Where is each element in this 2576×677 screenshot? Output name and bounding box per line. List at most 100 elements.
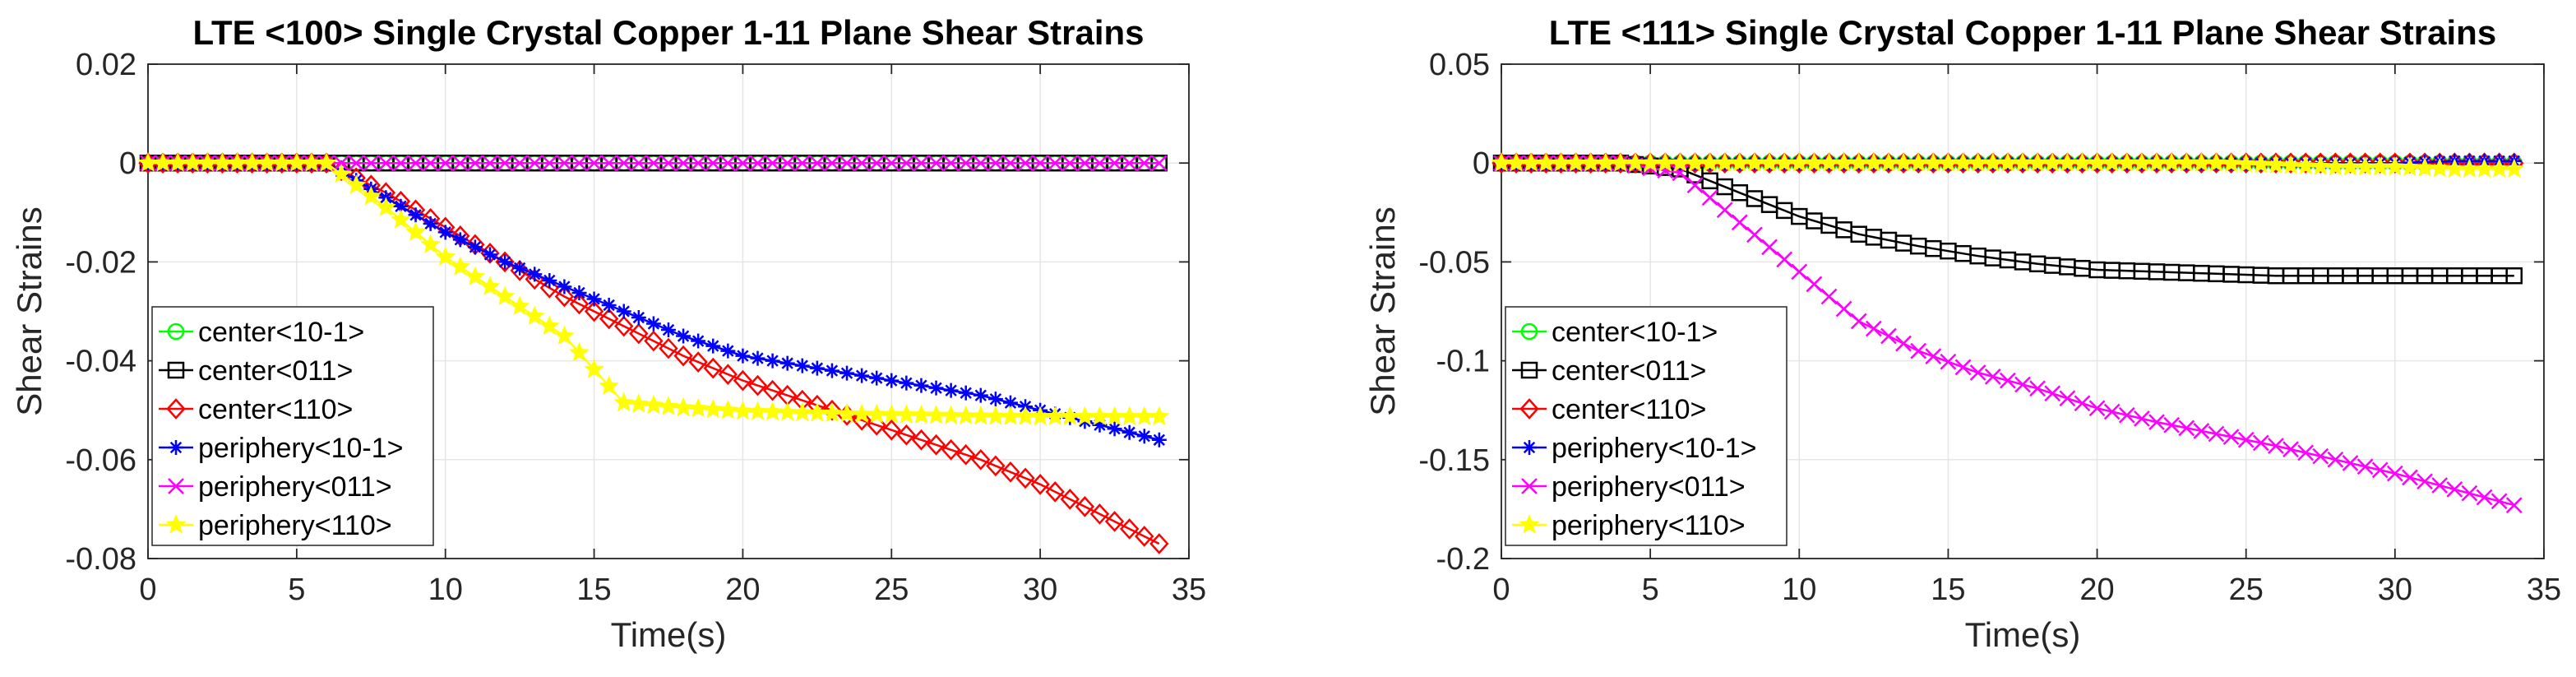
legend: center<10-1> center<011> center<110> periph… (151, 306, 434, 546)
data-point (2461, 485, 2478, 502)
y-tick-label: -0.1 (1436, 345, 1490, 379)
data-point (527, 267, 543, 282)
data-point (2504, 158, 2525, 178)
x-tick-label: 30 (2378, 573, 2412, 607)
data-point (1746, 226, 1763, 243)
data-point (926, 434, 946, 456)
data-point (1107, 421, 1122, 437)
legend-entry: center<10-1> (198, 317, 364, 348)
data-point (467, 239, 483, 255)
data-point (747, 374, 768, 396)
chart-title: LTE <111> Single Crystal Copper 1-11 Pla… (1549, 13, 2496, 52)
data-point (927, 155, 945, 172)
series-periphery<110> (137, 152, 1170, 425)
data-point (2325, 152, 2346, 174)
data-point (1969, 364, 1986, 381)
data-point (973, 387, 988, 403)
data-point (852, 409, 872, 431)
data-point (1032, 155, 1049, 172)
data-point (420, 234, 441, 253)
data-point (986, 455, 1006, 477)
x-tick-label: 0 (1492, 573, 1510, 607)
data-point (913, 378, 929, 393)
data-point (1984, 368, 2001, 385)
data-point (1135, 155, 1153, 172)
data-point (1091, 155, 1108, 172)
data-point (884, 373, 900, 388)
legend-entry: periphery<10-1> (198, 433, 404, 464)
data-point (2399, 156, 2421, 177)
legend-entry: center<110> (1552, 394, 1706, 425)
data-point (630, 155, 647, 172)
axes-box (1501, 63, 2545, 559)
data-point (331, 163, 352, 183)
data-point (1075, 496, 1095, 517)
x-tick-label: 5 (1642, 573, 1659, 607)
data-point (1017, 155, 1034, 172)
data-point (2385, 152, 2405, 174)
data-point (629, 322, 649, 345)
data-point (539, 315, 560, 335)
data-point (644, 330, 664, 352)
data-point (1701, 189, 1718, 206)
data-point (2371, 461, 2389, 479)
data-point (824, 363, 839, 378)
y-axis-label: Shear Strains (10, 206, 49, 415)
legend-entry: center<110> (198, 394, 353, 425)
data-point (511, 155, 529, 172)
data-point (2236, 152, 2256, 174)
legend-entry: periphery<110> (1552, 510, 1746, 541)
data-point (542, 272, 557, 288)
data-point (661, 322, 676, 338)
x-tick-label: 35 (2527, 573, 2561, 607)
data-point (2014, 376, 2031, 393)
data-point (1047, 155, 1064, 172)
data-point (1136, 429, 1152, 444)
data-point (599, 375, 619, 395)
data-point (779, 355, 795, 371)
legend-marker (168, 478, 184, 494)
data-point (735, 348, 751, 364)
data-point (2250, 154, 2272, 174)
data-point (2059, 390, 2076, 407)
data-point (479, 276, 501, 295)
data-point (497, 155, 513, 172)
data-point (793, 155, 811, 172)
data-point (1150, 155, 1168, 172)
data-point (2029, 380, 2046, 397)
data-point (348, 155, 365, 172)
data-point (1776, 251, 1793, 268)
data-point (913, 155, 930, 172)
legend-marker (1519, 398, 1539, 420)
data-point (794, 358, 810, 373)
data-point (2266, 152, 2286, 174)
data-point (643, 394, 664, 415)
y-tick-label: -0.05 (1418, 245, 1490, 280)
data-point (1925, 348, 1942, 365)
data-point (345, 174, 367, 194)
y-tick-label: 0 (119, 146, 136, 181)
data-point (2414, 157, 2435, 177)
y-tick-label: -0.2 (1436, 542, 1490, 577)
data-point (554, 285, 575, 308)
data-point (631, 310, 646, 326)
data-point (1119, 518, 1140, 540)
data-point (854, 368, 870, 383)
data-point (1850, 313, 1867, 330)
data-point (764, 155, 781, 172)
data-point (585, 155, 603, 172)
data-point (437, 225, 453, 240)
x-axis-label: Time(s) (1965, 615, 2081, 654)
data-point (1731, 214, 1748, 231)
data-point (557, 279, 572, 294)
legend-entry: periphery<10-1> (1552, 433, 1757, 464)
data-point (808, 155, 826, 172)
data-point (718, 364, 738, 385)
data-point (512, 260, 528, 276)
data-point (958, 385, 974, 401)
data-point (896, 424, 917, 446)
legend-entry: center<011> (198, 355, 353, 387)
data-point (956, 443, 976, 466)
data-point (360, 185, 382, 206)
data-point (377, 155, 395, 172)
